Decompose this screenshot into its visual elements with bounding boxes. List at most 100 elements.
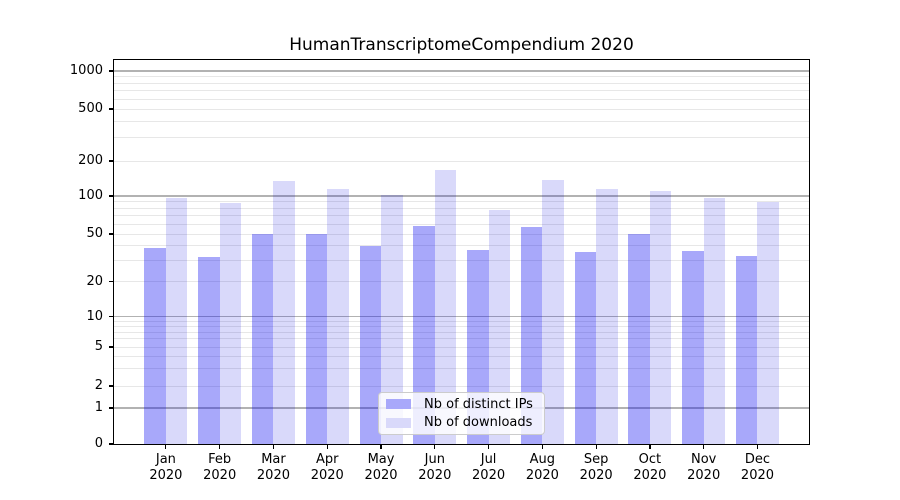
- bar-downloads-feb: [219, 203, 242, 444]
- bar-distinct-ips-dec: [735, 255, 758, 444]
- bar-downloads-jun: [434, 170, 457, 444]
- bar-distinct-ips-aug: [520, 226, 543, 444]
- minor-gridline: [114, 233, 809, 235]
- minor-gridline: [114, 201, 809, 203]
- y-tick: [108, 315, 113, 318]
- x-tick: [434, 445, 436, 450]
- minor-gridline: [114, 108, 809, 110]
- x-tick-label: Oct 2020: [620, 452, 680, 483]
- x-tick-label-month: Sep: [583, 452, 609, 467]
- y-tick: [108, 70, 113, 72]
- x-tick-label-month: Aug: [529, 452, 556, 467]
- minor-gridline: [114, 90, 809, 92]
- legend-swatch-distinct-ips: [386, 399, 411, 410]
- minor-gridline: [114, 82, 809, 84]
- bar-distinct-ips-may: [359, 245, 382, 444]
- x-tick-label-month: Feb: [208, 452, 232, 467]
- bar-distinct-ips-jan: [144, 248, 166, 444]
- x-tick: [649, 445, 651, 450]
- y-tick-label: 0: [94, 436, 103, 451]
- x-tick-label: Jan 2020: [136, 452, 196, 483]
- bar-downloads-nov: [703, 197, 726, 444]
- y-tick-label: 2: [94, 378, 103, 393]
- x-tick-label-month: Jul: [480, 452, 497, 467]
- x-tick-label: Dec 2020: [727, 452, 787, 483]
- y-tick-label: 5: [94, 339, 103, 354]
- bar-downloads-aug: [542, 180, 564, 444]
- major-gridline: [114, 70, 809, 72]
- bar-downloads-may: [381, 195, 403, 444]
- y-tick: [108, 443, 113, 445]
- bar-distinct-ips-sep: [574, 252, 597, 444]
- major-gridline: [114, 315, 809, 318]
- major-gridline: [114, 195, 809, 197]
- x-tick-label-year: 2020: [579, 467, 613, 483]
- legend-item-distinct-ips: Nb of distinct IPs: [386, 395, 540, 414]
- x-tick-label-month: Oct: [638, 452, 662, 467]
- y-tick: [108, 195, 113, 197]
- y-tick-label: 50: [86, 226, 103, 241]
- y-tick-label: 100: [78, 188, 103, 203]
- x-tick: [380, 445, 382, 450]
- bar-distinct-ips-mar: [251, 234, 274, 444]
- x-tick: [756, 445, 759, 450]
- minor-gridline: [114, 160, 809, 162]
- x-tick-label: Mar 2020: [243, 452, 303, 483]
- x-tick: [541, 445, 543, 450]
- legend: Nb of distinct IPs Nb of downloads: [378, 392, 545, 435]
- minor-gridline: [114, 215, 809, 217]
- bar-downloads-sep: [596, 188, 618, 444]
- minor-gridline: [114, 368, 809, 370]
- y-tick: [108, 346, 113, 348]
- y-tick-label: 500: [78, 101, 103, 116]
- y-tick: [108, 407, 113, 409]
- x-tick-label: May 2020: [351, 452, 411, 483]
- x-tick-label-year: 2020: [256, 467, 290, 483]
- minor-gridline: [114, 385, 809, 387]
- chart-title: HumanTranscriptomeCompendium 2020: [289, 35, 634, 55]
- legend-swatch-downloads: [386, 417, 411, 428]
- x-tick-label: Jul 2020: [459, 452, 519, 483]
- minor-gridline: [114, 346, 809, 348]
- bar-downloads-apr: [327, 188, 349, 444]
- x-tick: [595, 445, 597, 450]
- x-tick-label: Sep 2020: [566, 452, 626, 483]
- bar-distinct-ips-feb: [198, 257, 220, 444]
- x-tick-label-month: Jan: [155, 452, 176, 467]
- minor-gridline: [114, 207, 809, 209]
- y-tick-label: 1000: [69, 63, 103, 78]
- minor-gridline: [114, 259, 809, 261]
- y-tick: [108, 108, 113, 110]
- x-tick-label: Jun 2020: [405, 452, 465, 483]
- legend-label-downloads: Nb of downloads: [424, 415, 533, 431]
- minor-gridline: [114, 121, 809, 123]
- x-tick-label-year: 2020: [149, 467, 183, 483]
- minor-gridline: [114, 338, 809, 340]
- y-tick: [108, 280, 113, 283]
- bar-downloads-oct: [649, 191, 672, 444]
- x-tick-label-month: Apr: [315, 452, 339, 467]
- legend-label-distinct-ips: Nb of distinct IPs: [424, 396, 533, 412]
- minor-gridline: [114, 76, 809, 78]
- bar-downloads-jul: [488, 209, 511, 444]
- x-tick-label-year: 2020: [633, 467, 667, 483]
- bar-downloads-dec: [757, 201, 779, 444]
- minor-gridline: [114, 320, 809, 322]
- legend-item-downloads: Nb of downloads: [386, 414, 540, 433]
- x-tick-label-year: 2020: [740, 467, 775, 483]
- x-tick-label-year: 2020: [687, 467, 721, 483]
- x-tick-label-month: Mar: [261, 452, 286, 467]
- minor-gridline: [114, 331, 809, 333]
- y-tick-label: 1: [94, 400, 103, 415]
- x-tick-label-year: 2020: [525, 467, 559, 483]
- minor-gridline: [114, 223, 809, 225]
- x-tick-label-month: Nov: [691, 452, 717, 467]
- minor-gridline: [114, 281, 809, 282]
- y-tick: [108, 233, 113, 235]
- x-tick-label-year: 2020: [310, 467, 344, 483]
- x-tick-label-month: Jun: [424, 452, 445, 467]
- x-tick: [326, 445, 328, 450]
- bar-distinct-ips-apr: [305, 234, 328, 444]
- y-tick-label: 20: [86, 273, 103, 289]
